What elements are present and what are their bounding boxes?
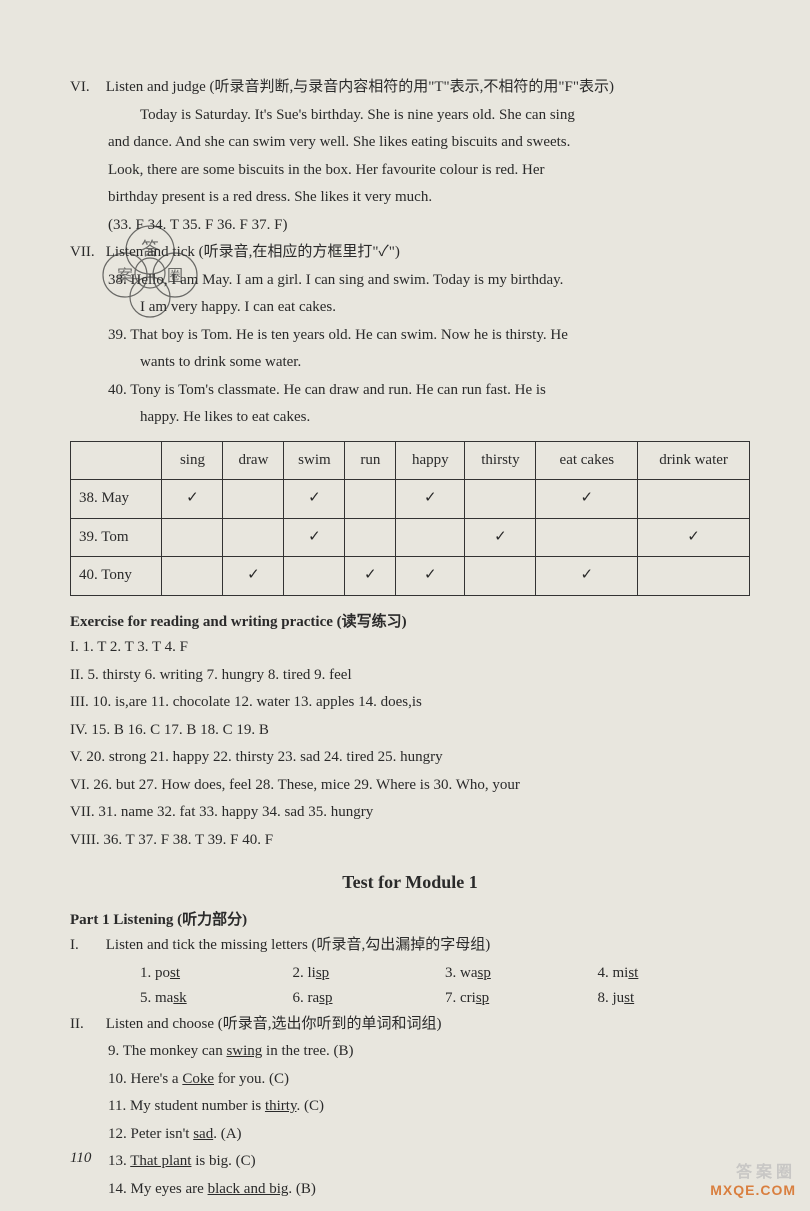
vi-passage-1: Today is Saturday. It's Sue's birthday. … [70,103,750,129]
test-ii-14: 14. My eyes are black and big. (B) [70,1177,750,1203]
table-cell: ✓ [162,480,223,519]
exercise-viii: VIII. 36. T 37. F 38. T 39. F 40. F [70,828,750,854]
test-i-5: 5. mask [140,986,293,1012]
test-ii-9: 9. The monkey can swing in the tree. (B) [70,1039,750,1065]
vii-38b: I am very happy. I can eat cakes. [70,295,750,321]
table-cell: ✓ [223,557,284,596]
vi-passage-3: Look, there are some biscuits in the box… [70,158,750,184]
vii-39b: wants to drink some water. [70,350,750,376]
page-number: 110 [70,1146,91,1172]
exercise-v: V. 20. strong 21. happy 22. thirsty 23. … [70,745,750,771]
th-happy: happy [396,441,465,480]
test-i-row2: 5. mask 6. rasp 7. crisp 8. just [70,986,750,1012]
vi-instruction: Listen and judge (听录音判断,与录音内容相符的用"T"表示,不… [106,79,614,95]
table-row: 38. May✓✓✓✓ [71,480,750,519]
test-i-7: 7. crisp [445,986,598,1012]
table-cell: ✓ [284,480,345,519]
table-row: 39. Tom ✓ ✓ ✓ [71,518,750,557]
table-cell [638,557,750,596]
section-vi-header: VI. Listen and judge (听录音判断,与录音内容相符的用"T"… [70,75,750,101]
exercise-ii: II. 5. thirsty 6. writing 7. hungry 8. t… [70,663,750,689]
table-cell [465,557,536,596]
vii-40b: happy. He likes to eat cakes. [70,405,750,431]
table-cell [284,557,345,596]
test-ii-11: 11. My student number is thirty. (C) [70,1094,750,1120]
answer-table: sing draw swim run happy thirsty eat cak… [70,441,750,596]
table-cell: ✓ [284,518,345,557]
exercise-header: Exercise for reading and writing practic… [70,610,750,636]
th-draw: draw [223,441,284,480]
th-drink-water: drink water [638,441,750,480]
exercise-vii: VII. 31. name 32. fat 33. happy 34. sad … [70,800,750,826]
table-cell [162,518,223,557]
table-cell [536,518,638,557]
table-cell [345,518,396,557]
vi-passage-4: birthday present is a red dress. She lik… [70,185,750,211]
table-cell: ✓ [465,518,536,557]
watermark-cn: 答案圈 [710,1163,796,1182]
test-i-row1: 1. post 2. lisp 3. wasp 4. mist [70,961,750,987]
table-cell [223,480,284,519]
test-ii-10: 10. Here's a Coke for you. (C) [70,1067,750,1093]
th-swim: swim [284,441,345,480]
watermark-en: MXQE.COM [710,1182,796,1199]
test-ii-12: 12. Peter isn't sad. (A) [70,1122,750,1148]
table-cell [345,480,396,519]
table-row-label: 40. Tony [71,557,162,596]
table-row-label: 38. May [71,480,162,519]
vii-label: VII. [70,240,102,266]
table-cell: ✓ [345,557,396,596]
test-i-8: 8. just [598,986,751,1012]
table-cell [396,518,465,557]
vii-39a: 39. That boy is Tom. He is ten years old… [70,323,750,349]
th-sing: sing [162,441,223,480]
part1-header: Part 1 Listening (听力部分) [70,908,750,934]
exercise-iv: IV. 15. B 16. C 17. B 18. C 19. B [70,718,750,744]
table-cell [162,557,223,596]
table-cell [223,518,284,557]
watermark: 答案圈 MXQE.COM [710,1163,796,1199]
test-i-label: I. [70,933,102,959]
table-cell [465,480,536,519]
exercise-iii: III. 10. is,are 11. chocolate 12. water … [70,690,750,716]
test-ii-header: II. Listen and choose (听录音,选出你听到的单词和词组) [70,1012,750,1038]
table-cell: ✓ [536,480,638,519]
table-cell: ✓ [638,518,750,557]
th-eat-cakes: eat cakes [536,441,638,480]
vi-label: VI. [70,75,102,101]
test-i-6: 6. rasp [293,986,446,1012]
test-i-4: 4. mist [598,961,751,987]
section-vii-header: VII. Listen and tick (听录音,在相应的方框里打"✓") [70,240,750,266]
vii-40a: 40. Tony is Tom's classmate. He can draw… [70,378,750,404]
test-header: Test for Module 1 [70,867,750,898]
th-run: run [345,441,396,480]
vi-passage-2: and dance. And she can swim very well. S… [70,130,750,156]
test-ii-label: II. [70,1012,102,1038]
exercise-vi: VI. 26. but 27. How does, feel 28. These… [70,773,750,799]
test-i-instr: Listen and tick the missing letters (听录音… [106,937,491,953]
test-ii-13: 13. That plant is big. (C) [70,1149,750,1175]
th-blank [71,441,162,480]
vii-38a: 38. Hello, I am May. I am a girl. I can … [70,268,750,294]
test-i-3: 3. wasp [445,961,598,987]
test-i-2: 2. lisp [293,961,446,987]
table-cell [638,480,750,519]
th-thirsty: thirsty [465,441,536,480]
table-header-row: sing draw swim run happy thirsty eat cak… [71,441,750,480]
test-ii-instr: Listen and choose (听录音,选出你听到的单词和词组) [106,1016,442,1032]
table-cell: ✓ [396,480,465,519]
table-row: 40. Tony✓✓✓✓ [71,557,750,596]
table-row-label: 39. Tom [71,518,162,557]
exercise-i: I. 1. T 2. T 3. T 4. F [70,635,750,661]
test-i-1: 1. post [140,961,293,987]
table-cell: ✓ [536,557,638,596]
test-i-header: I. Listen and tick the missing letters (… [70,933,750,959]
vii-instruction: Listen and tick (听录音,在相应的方框里打"✓") [106,244,400,260]
table-cell: ✓ [396,557,465,596]
vi-answers: (33. F 34. T 35. F 36. F 37. F) [70,213,750,239]
